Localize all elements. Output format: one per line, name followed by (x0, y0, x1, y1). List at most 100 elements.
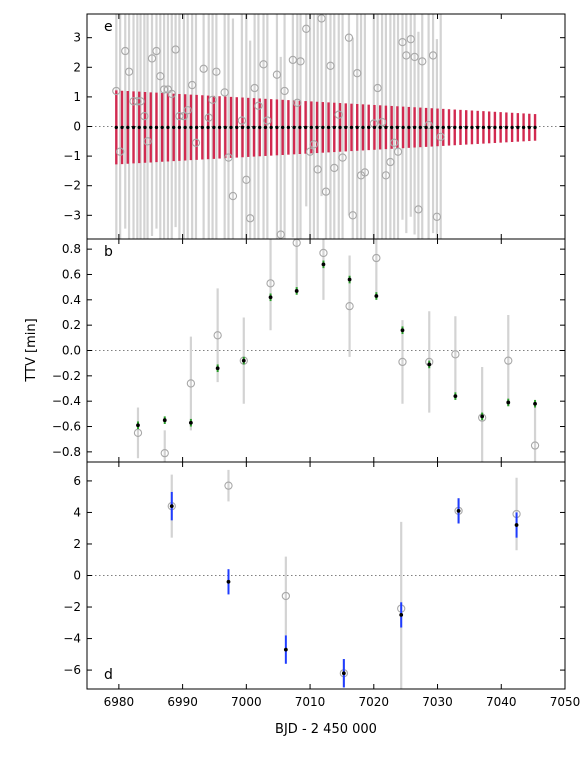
model-point (407, 125, 411, 130)
model-point (514, 523, 519, 527)
observed-point (199, 64, 208, 73)
model-point (341, 671, 346, 676)
model-point (269, 125, 273, 130)
observed-point (281, 591, 290, 601)
model-point (521, 125, 526, 130)
observed-point (208, 95, 217, 105)
model-point (252, 125, 256, 130)
observed-point (428, 51, 438, 60)
observed-point (360, 168, 370, 177)
model-point (453, 125, 457, 130)
model-point (493, 125, 497, 130)
observed-point (313, 165, 322, 174)
panel-frame (86, 461, 566, 690)
model-point (326, 125, 331, 130)
observed-point (259, 60, 268, 69)
model-point (166, 125, 170, 130)
model-point (533, 401, 537, 406)
x-tick-label: 7030 (422, 695, 453, 709)
x-tick-label: 7050 (550, 695, 580, 709)
model-point (374, 294, 379, 298)
y-tick-label: −0.4 (52, 394, 81, 408)
observed-point (288, 55, 298, 65)
model-point (447, 125, 451, 130)
observed-point (186, 379, 196, 388)
observed-point (133, 97, 142, 106)
y-tick-label: 3 (73, 31, 81, 45)
observed-point (381, 171, 391, 180)
model-point (223, 125, 228, 130)
y-tick-label: 0 (73, 569, 81, 583)
observed-point (344, 33, 354, 42)
model-point (527, 125, 532, 130)
y-tick-label: −2 (63, 600, 81, 614)
observed-point (246, 214, 255, 223)
model-point (430, 125, 434, 130)
y-tick-label: 1 (73, 90, 81, 104)
model-point (149, 125, 153, 130)
observed-point (436, 132, 445, 142)
observed-point (330, 163, 339, 173)
observed-point (334, 110, 343, 119)
model-point (241, 358, 246, 363)
observed-point (393, 147, 403, 156)
model-point (321, 125, 325, 130)
x-tick-label: 6990 (167, 695, 198, 709)
observed-point (372, 253, 381, 263)
observed-point (504, 356, 513, 365)
y-tick-label: −0.2 (52, 369, 81, 383)
model-point (136, 423, 140, 428)
observed-point (353, 69, 362, 78)
model-point (160, 125, 164, 130)
model-point (412, 125, 417, 130)
model-point (427, 362, 432, 367)
x-tick-label: 6980 (104, 695, 135, 709)
observed-point (326, 61, 335, 70)
model-point (275, 125, 279, 130)
model-point (464, 125, 468, 130)
model-point (349, 125, 354, 130)
observed-point (160, 448, 169, 458)
model-point (143, 125, 147, 130)
observed-point (212, 67, 221, 76)
model-point (229, 125, 233, 130)
model-point (131, 125, 136, 130)
observed-point (159, 85, 169, 94)
observed-point (224, 153, 233, 162)
model-point (372, 125, 377, 130)
y-tick-label: 0.0 (62, 344, 81, 358)
model-point (458, 125, 463, 130)
model-point (533, 125, 537, 130)
panel-label: b (104, 244, 113, 260)
y-tick-label: 2 (73, 537, 81, 551)
model-point (332, 125, 336, 130)
model-point (309, 125, 314, 130)
model-point (154, 125, 159, 130)
model-point (206, 125, 210, 130)
observed-point (175, 111, 184, 121)
model-point (114, 125, 119, 130)
observed-point (250, 83, 259, 93)
model-point (399, 613, 404, 617)
observed-point (348, 211, 357, 220)
x-tick-label: 7000 (231, 695, 262, 709)
observed-point (309, 140, 319, 149)
model-point (226, 579, 231, 584)
model-point (475, 125, 480, 130)
observed-point (224, 481, 233, 490)
observed-point (276, 230, 285, 239)
model-point (137, 125, 141, 130)
model-point (395, 125, 400, 130)
observed-point (418, 57, 427, 66)
observed-point (272, 70, 282, 79)
observed-point (152, 46, 161, 56)
model-point (177, 125, 182, 130)
model-point (263, 125, 268, 130)
model-point (258, 125, 262, 130)
panel-frame (86, 238, 566, 463)
panel-label: e (104, 19, 113, 35)
observed-point (302, 24, 311, 33)
model-point (169, 504, 174, 509)
plot-area (87, 469, 565, 689)
model-point (189, 125, 193, 130)
